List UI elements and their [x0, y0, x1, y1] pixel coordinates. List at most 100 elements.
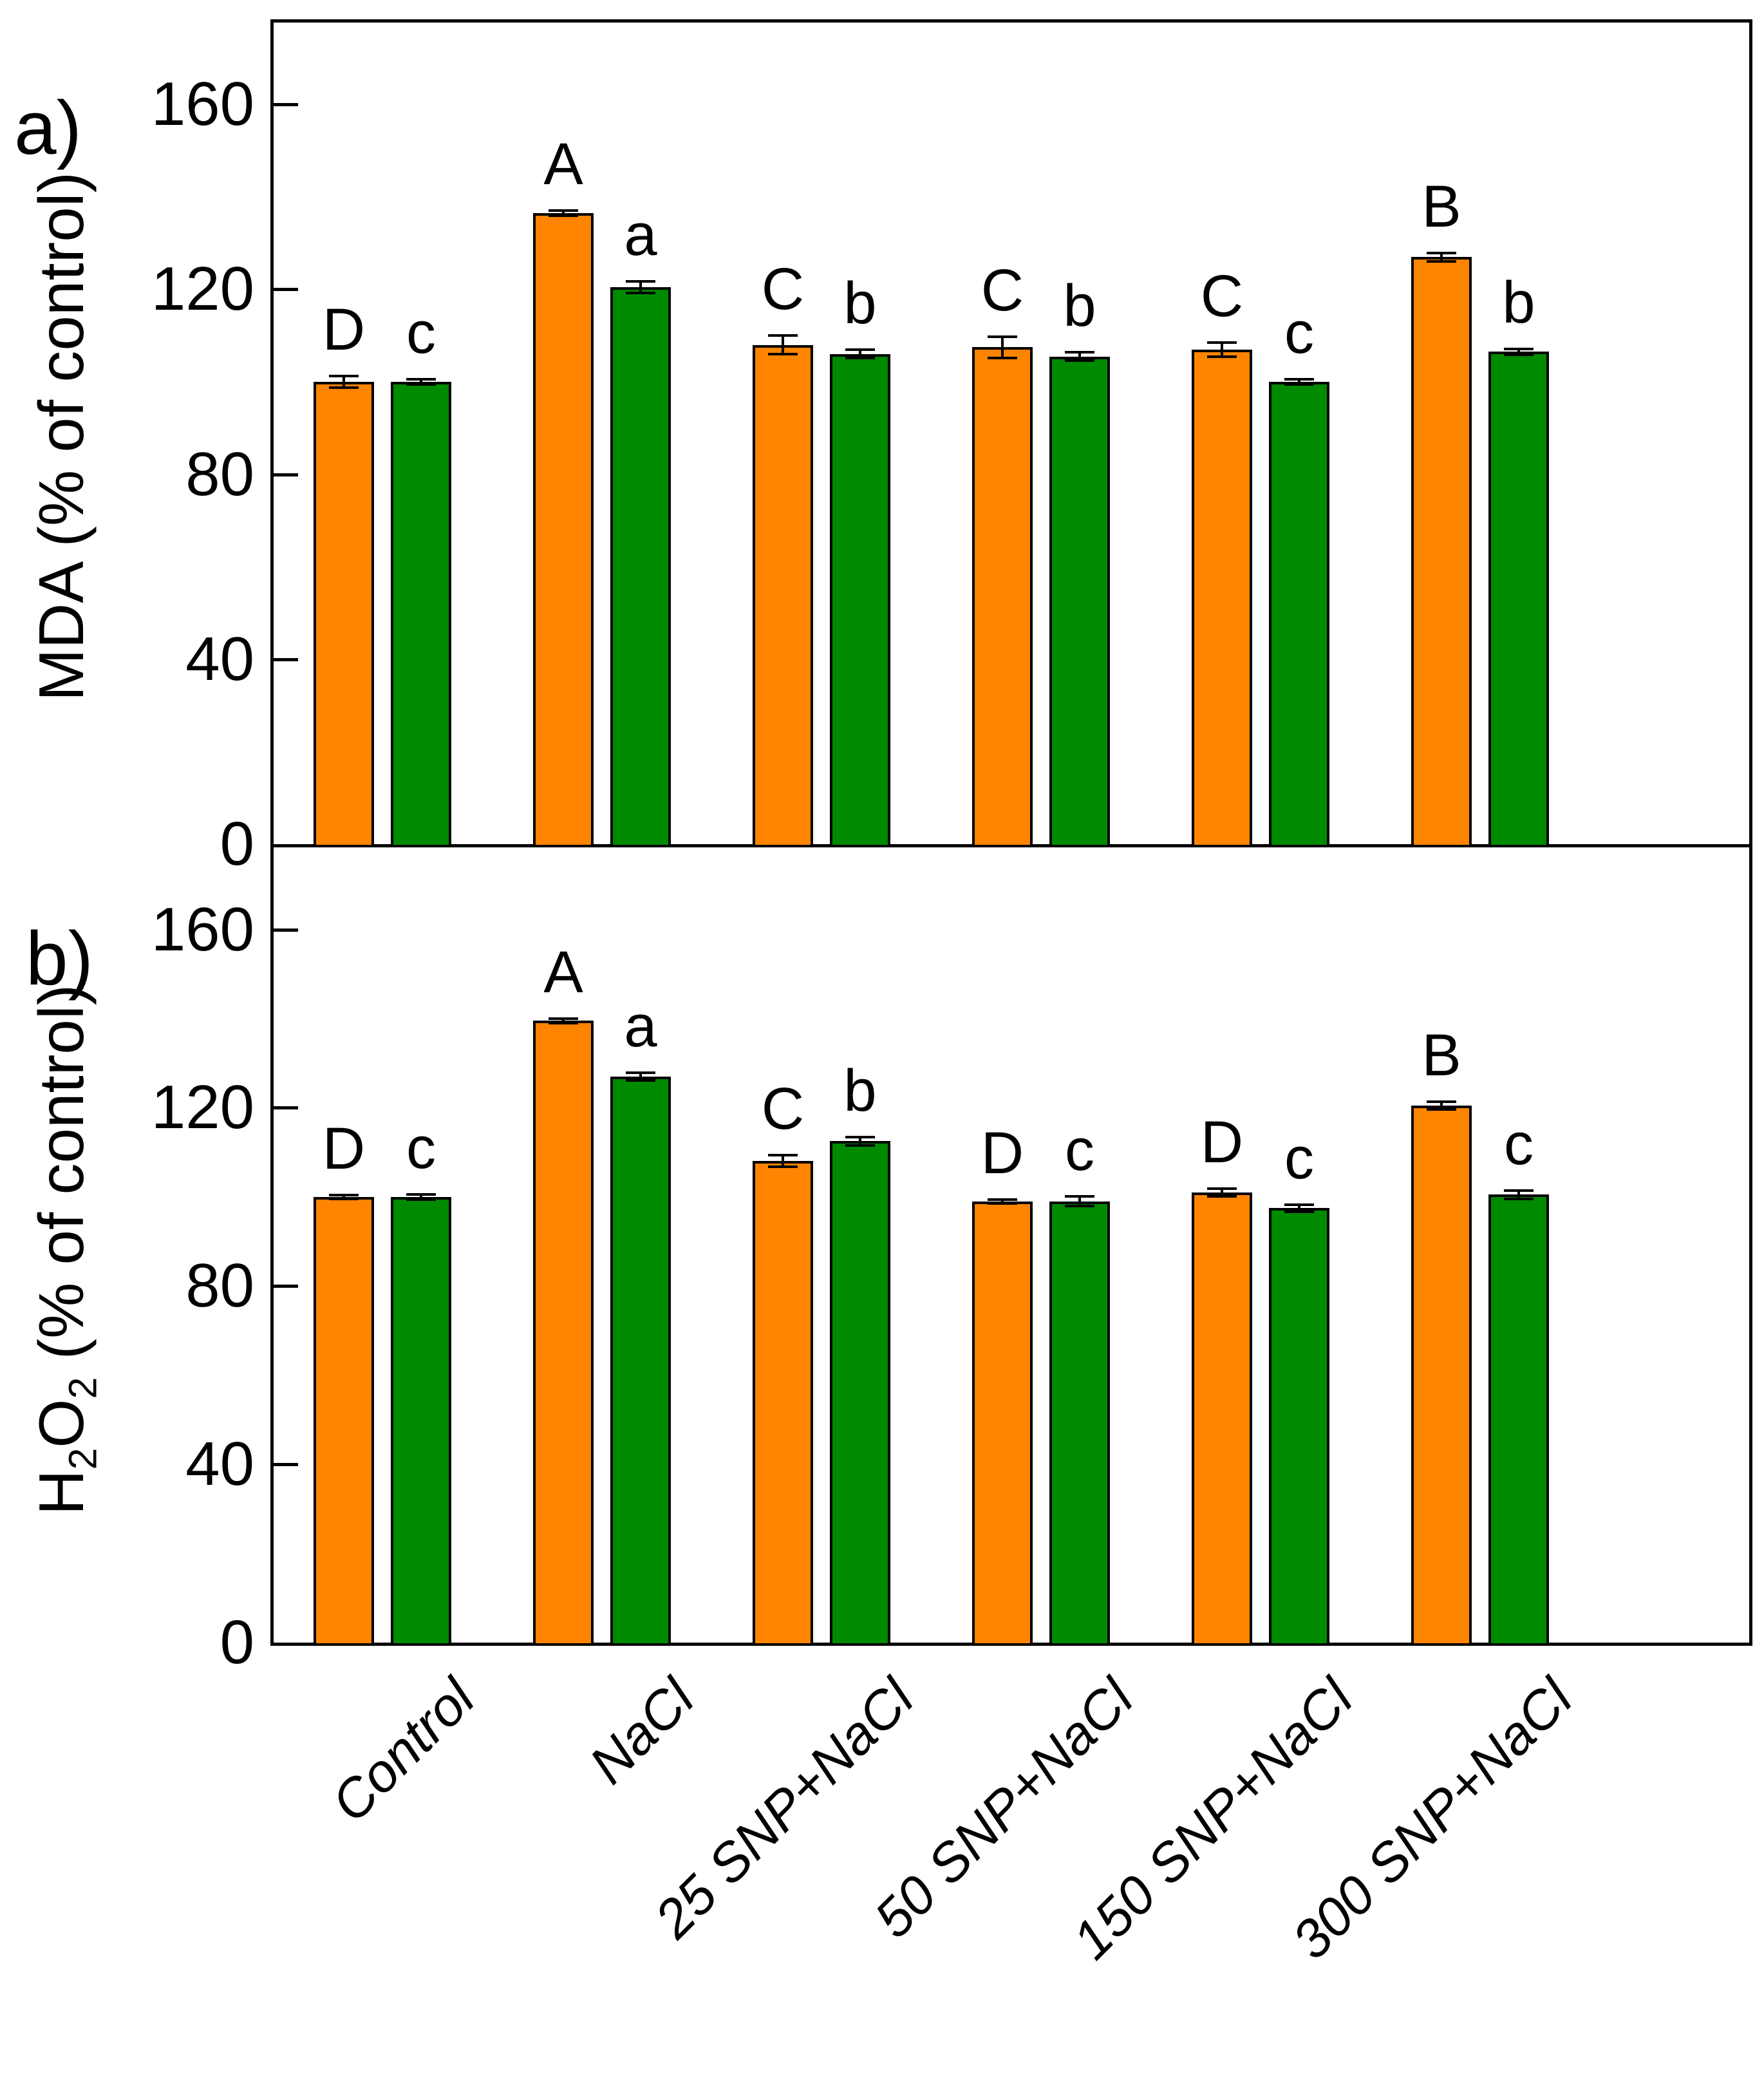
error-bar-cap-top	[329, 374, 359, 377]
significance-letter: b	[1502, 270, 1535, 336]
error-bar	[1078, 1196, 1081, 1207]
error-bar-cap-top	[329, 1194, 359, 1197]
significance-letter: c	[1284, 1125, 1314, 1191]
error-bar	[1440, 1101, 1443, 1110]
bar-orange-2	[533, 212, 594, 847]
bar-orange-5	[1192, 1192, 1252, 1646]
y-tick	[274, 1106, 298, 1110]
error-bar-cap-top	[988, 1198, 1017, 1202]
bar-orange-6	[1411, 257, 1472, 847]
error-bar-cap-top	[845, 1136, 875, 1139]
error-bar-cap-bottom	[1065, 359, 1094, 362]
error-bar-cap-bottom	[988, 1202, 1017, 1205]
error-bar-cap-bottom	[1504, 353, 1534, 356]
x-category-label: Control	[319, 1667, 486, 1834]
bar-green-2	[610, 287, 671, 847]
bar-green-4	[1049, 1201, 1110, 1646]
bar-green-1	[391, 382, 451, 847]
error-bar-cap-top	[768, 334, 798, 337]
error-bar	[639, 1072, 642, 1081]
error-bar-cap-bottom	[549, 214, 578, 218]
y-title-subscript: 2	[61, 1377, 105, 1399]
x-category-label: 300 SNP+NaCl	[1280, 1667, 1584, 1971]
error-bar-cap-top	[1065, 1195, 1094, 1198]
significance-letter: A	[543, 939, 583, 1005]
error-bar-cap-top	[768, 1154, 798, 1157]
error-bar-cap-top	[549, 209, 578, 212]
significance-letter: C	[981, 257, 1024, 323]
x-category-label: 150 SNP+NaCl	[1060, 1667, 1364, 1971]
significance-letter: a	[624, 993, 657, 1059]
error-bar	[342, 375, 345, 388]
significance-letter: c	[1065, 1117, 1094, 1183]
error-bar	[1078, 352, 1081, 361]
error-bar-cap-top	[1207, 1187, 1237, 1190]
error-bar	[1001, 336, 1004, 358]
significance-letter: a	[624, 202, 657, 268]
bar-orange-1	[314, 382, 374, 847]
bar-green-2	[610, 1076, 671, 1646]
y-tick	[274, 473, 298, 476]
error-bar-cap-top	[988, 335, 1017, 338]
error-bar-cap-bottom	[1065, 1205, 1094, 1208]
error-bar-cap-bottom	[626, 1079, 655, 1082]
error-bar-cap-bottom	[768, 1165, 798, 1169]
y-tick-label: 0	[220, 809, 254, 878]
y-tick-label: 160	[151, 894, 254, 964]
error-bar	[562, 1019, 565, 1023]
y-tick	[274, 288, 298, 292]
significance-letter: b	[1063, 273, 1096, 339]
error-bar-cap-bottom	[1427, 1108, 1456, 1111]
y-tick	[274, 103, 298, 107]
error-bar-cap-bottom	[988, 356, 1017, 359]
y-tick-label: 120	[151, 1073, 254, 1142]
error-bar-cap-bottom	[1284, 383, 1314, 386]
error-bar	[420, 1194, 422, 1200]
error-bar-cap-top	[1504, 348, 1534, 351]
y-tick-label: 160	[151, 70, 254, 139]
error-bar-cap-bottom	[768, 352, 798, 355]
error-bar	[1221, 1188, 1223, 1197]
error-bar-cap-bottom	[329, 1197, 359, 1200]
bar-green-6	[1488, 1194, 1549, 1646]
significance-letter: C	[1200, 263, 1244, 329]
error-bar-cap-bottom	[1207, 355, 1237, 358]
bar-green-1	[391, 1196, 451, 1646]
error-bar-cap-top	[626, 279, 655, 283]
error-bar-cap-bottom	[406, 1198, 436, 1202]
error-bar-cap-bottom	[1504, 1197, 1534, 1200]
significance-letter: c	[1504, 1111, 1534, 1178]
bar-orange-3	[753, 1161, 813, 1646]
bar-orange-4	[972, 1201, 1033, 1646]
error-bar	[859, 350, 861, 359]
error-bar-cap-top	[1504, 1189, 1534, 1193]
error-bar	[1001, 1200, 1004, 1203]
error-bar	[1517, 1191, 1520, 1199]
y-tick-label: 0	[220, 1608, 254, 1677]
error-bar	[562, 210, 565, 216]
error-bar-cap-top	[1065, 351, 1094, 354]
error-bar	[420, 379, 422, 385]
error-bar	[859, 1137, 861, 1145]
y-tick	[274, 657, 298, 661]
bar-orange-5	[1192, 349, 1252, 847]
error-bar	[342, 1195, 345, 1199]
x-category-label: NaCl	[577, 1667, 706, 1795]
error-bar-cap-bottom	[1284, 1210, 1314, 1213]
bar-green-5	[1269, 1208, 1329, 1646]
bar-orange-2	[533, 1021, 594, 1646]
x-category-label: 25 SNP+NaCl	[643, 1667, 925, 1950]
significance-letter: c	[406, 1115, 436, 1181]
error-bar	[1298, 379, 1300, 385]
bar-orange-4	[972, 347, 1033, 847]
significance-letter: c	[1284, 299, 1314, 366]
panel-a-label: a)	[14, 86, 82, 171]
error-bar	[782, 335, 784, 354]
significance-letter: D	[322, 296, 366, 363]
error-bar-cap-top	[1207, 341, 1237, 344]
error-bar-cap-top	[626, 1071, 655, 1074]
error-bar-cap-top	[1284, 377, 1314, 381]
bar-orange-1	[314, 1196, 374, 1646]
error-bar	[782, 1155, 784, 1167]
significance-letter: B	[1422, 1022, 1461, 1088]
